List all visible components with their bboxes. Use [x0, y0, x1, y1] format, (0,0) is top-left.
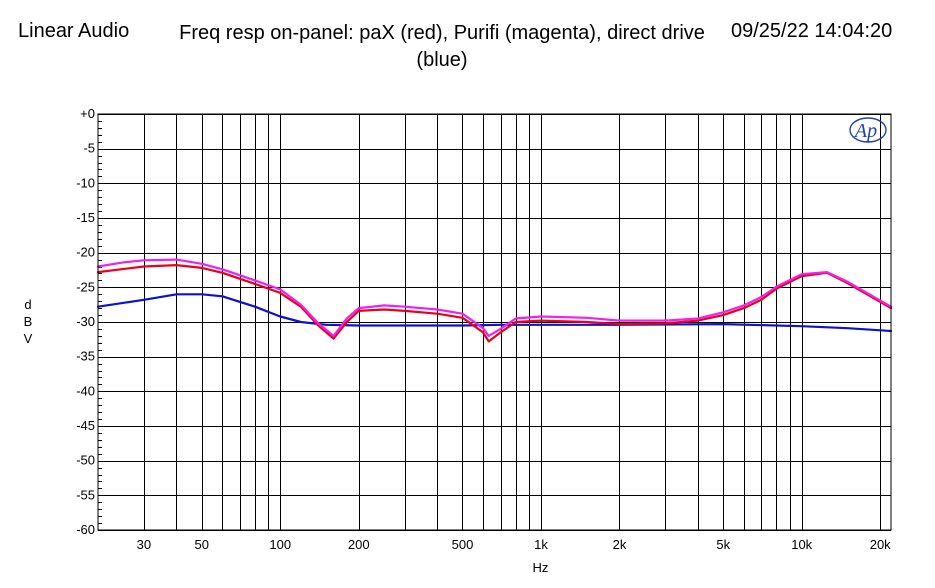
y-tick-label: -50	[76, 453, 95, 468]
x-tick-label: 50	[195, 537, 209, 552]
series-group	[96, 258, 893, 343]
y-axis-label-char: B	[24, 314, 33, 329]
header-left-label: Linear Audio	[18, 20, 130, 42]
y-tick-label: -10	[76, 175, 95, 190]
x-axis-label: Hz	[533, 560, 549, 575]
y-tick-label: -55	[76, 487, 95, 502]
y-tick-label: -40	[76, 383, 95, 398]
x-tick-label: 30	[137, 537, 151, 552]
y-tick-label: -45	[76, 418, 95, 433]
y-tick-label: -60	[76, 522, 95, 537]
ap-logo-icon: Ap	[849, 117, 887, 143]
x-tick-label: 2k	[613, 537, 627, 552]
y-tick-labels: +0 -5 -10 -15 -20 -25 -30 -35 -40 -45 -50 -55 -60	[76, 106, 95, 537]
header-datetime: 09/25/22 14:04:20	[731, 20, 893, 42]
x-tick-label: 100	[269, 537, 291, 552]
y-tick-label: -20	[76, 245, 95, 260]
x-tick-labels: 30 50 100 200 500 1k 2k 5k 10k 20k	[137, 537, 892, 552]
y-tick-label: -5	[83, 141, 95, 156]
grid	[98, 114, 891, 531]
x-tick-label: 10k	[791, 537, 812, 552]
x-tick-label: 200	[348, 537, 370, 552]
y-tick-label: -15	[76, 210, 95, 225]
y-tick-label: -25	[76, 279, 95, 294]
x-tick-label: 5k	[716, 537, 730, 552]
y-tick-label: +0	[80, 106, 95, 121]
series-line	[96, 258, 893, 337]
plot-frame	[97, 113, 892, 531]
y-axis-label-char: V	[24, 331, 33, 346]
x-tick-label: 1k	[534, 537, 548, 552]
series-line	[96, 264, 893, 343]
y-tick-label: -30	[76, 314, 95, 329]
x-tick-label: 20k	[870, 537, 891, 552]
chart-title: Freq resp on-panel: paX (red), Purifi (m…	[179, 22, 705, 71]
x-tick-label: 500	[452, 537, 474, 552]
series-line	[96, 293, 893, 333]
ap-logo-text: Ap	[853, 120, 877, 142]
y-tick-label: -35	[76, 349, 95, 364]
y-axis-label-char: d	[24, 297, 31, 312]
y-axis-label: dBV	[24, 297, 33, 346]
